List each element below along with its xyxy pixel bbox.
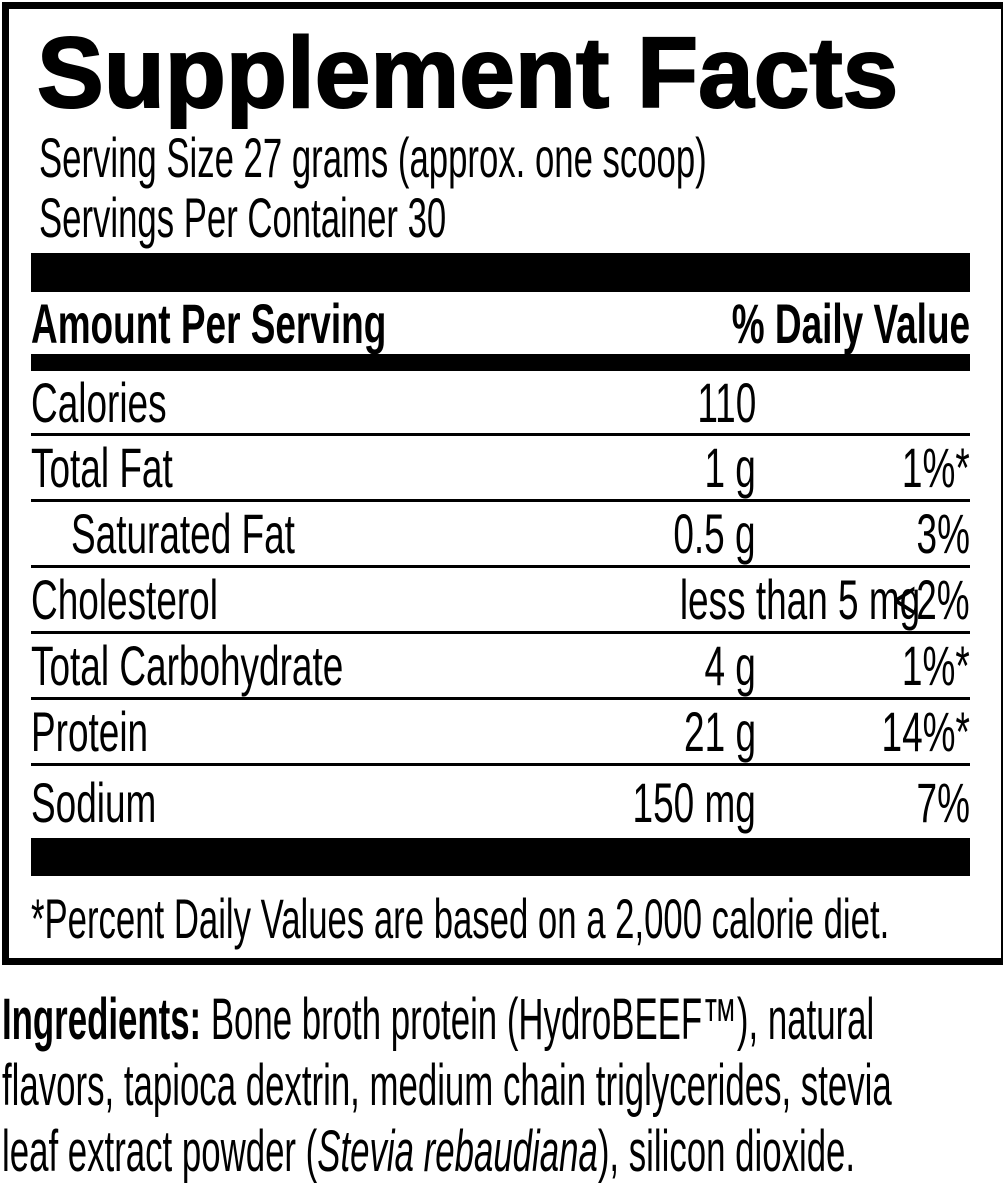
- panel-title: Supplement Facts: [36, 17, 899, 129]
- nutrient-row-calories: Calories 110: [31, 370, 970, 435]
- nutrient-name-cell: Saturated Fat: [31, 501, 556, 566]
- nutrient-name-cell: Cholesterol: [31, 567, 556, 632]
- nutrient-amount-cell: 21 g: [556, 699, 756, 764]
- column-header-row: Amount Per Serving % Daily Value: [31, 291, 970, 355]
- serving-size-text: Serving Size 27 grams (approx. one scoop…: [39, 125, 707, 189]
- supplement-facts-panel: Supplement Facts Serving Size 27 grams (…: [2, 2, 1003, 965]
- servings-per-container-line: Servings Per Container 30: [39, 185, 970, 249]
- nutrient-name: Total Carbohydrate: [31, 634, 344, 697]
- ingredients-paragraph: Ingredients: Bone broth protein (HydroBE…: [2, 987, 892, 1184]
- nutrient-dv: <2%: [894, 568, 970, 631]
- serving-size-line: Serving Size 27 grams (approx. one scoop…: [39, 125, 970, 189]
- nutrient-dv-cell: 7%: [756, 770, 970, 835]
- nutrient-dv-cell: [756, 370, 970, 435]
- nutrient-name: Cholesterol: [31, 568, 218, 631]
- nutrient-dv: 1%*: [902, 634, 970, 697]
- nutrient-dv-cell: <2%: [756, 567, 970, 632]
- nutrient-name-cell: Sodium: [31, 770, 556, 835]
- nutrient-dv: 3%: [916, 502, 970, 565]
- amount-per-serving-header: Amount Per Serving: [31, 291, 387, 355]
- nutrient-row-protein: Protein 21 g 14%*: [31, 700, 970, 763]
- separator-bar-top: [31, 253, 970, 292]
- nutrient-amount-cell: 110: [556, 370, 756, 435]
- nutrient-dv-cell: 1%*: [756, 633, 970, 698]
- nutrient-dv: 7%: [916, 770, 970, 834]
- row-divider: [31, 565, 970, 568]
- nutrient-dv-cell: 1%*: [756, 435, 970, 500]
- nutrient-amount-cell: 150 mg: [556, 770, 756, 835]
- nutrient-name: Calories: [31, 370, 167, 434]
- daily-value-footnote-text: *Percent Daily Values are based on a 2,0…: [31, 887, 890, 950]
- separator-bar-bottom: [31, 838, 970, 876]
- nutrient-name: Saturated Fat: [71, 502, 295, 565]
- servings-per-container-text: Servings Per Container 30: [39, 185, 447, 249]
- nutrient-amount-cell: 4 g: [556, 633, 756, 698]
- row-divider: [31, 433, 970, 436]
- nutrient-dv-cell: 14%*: [756, 699, 970, 764]
- nutrient-name: Total Fat: [31, 436, 173, 499]
- nutrient-name: Sodium: [31, 770, 157, 834]
- nutrient-name-cell: Protein: [31, 699, 556, 764]
- nutrient-amount: 21 g: [684, 700, 756, 763]
- row-divider: [31, 697, 970, 700]
- nutrient-amount-cell: less than 5 mg: [556, 567, 920, 632]
- nutrient-amount-cell: 1 g: [556, 435, 756, 500]
- nutrient-dv: 14%*: [881, 700, 970, 763]
- row-divider: [31, 631, 970, 634]
- nutrient-dv: 1%*: [902, 436, 970, 499]
- nutrient-row-cholesterol: Cholesterol less than 5 mg <2%: [31, 568, 970, 631]
- row-divider: [31, 763, 970, 766]
- nutrient-dv-cell: 3%: [756, 501, 970, 566]
- nutrient-amount: less than 5 mg: [679, 568, 921, 631]
- nutrient-amount: 4 g: [704, 634, 756, 697]
- nutrient-amount: 0.5 g: [673, 502, 756, 565]
- nutrient-name-cell: Calories: [31, 370, 556, 435]
- nutrient-name-cell: Total Carbohydrate: [31, 633, 556, 698]
- nutrient-row-saturated-fat: Saturated Fat 0.5 g 3%: [31, 502, 970, 565]
- nutrient-name-cell: Total Fat: [31, 435, 556, 500]
- nutrient-amount: 150 mg: [632, 770, 756, 834]
- nutrient-row-total-carbohydrate: Total Carbohydrate 4 g 1%*: [31, 634, 970, 697]
- separator-bar-header: [31, 354, 970, 371]
- nutrient-row-sodium: Sodium 150 mg 7%: [31, 766, 970, 838]
- nutrient-row-total-fat: Total Fat 1 g 1%*: [31, 436, 970, 499]
- nutrient-amount: 1 g: [704, 436, 756, 499]
- nutrient-amount-cell: 0.5 g: [556, 501, 756, 566]
- nutrient-amount: 110: [697, 370, 756, 434]
- daily-value-header: % Daily Value: [731, 291, 970, 355]
- row-divider: [31, 499, 970, 502]
- nutrient-name: Protein: [31, 700, 149, 763]
- daily-value-footnote: *Percent Daily Values are based on a 2,0…: [31, 876, 970, 958]
